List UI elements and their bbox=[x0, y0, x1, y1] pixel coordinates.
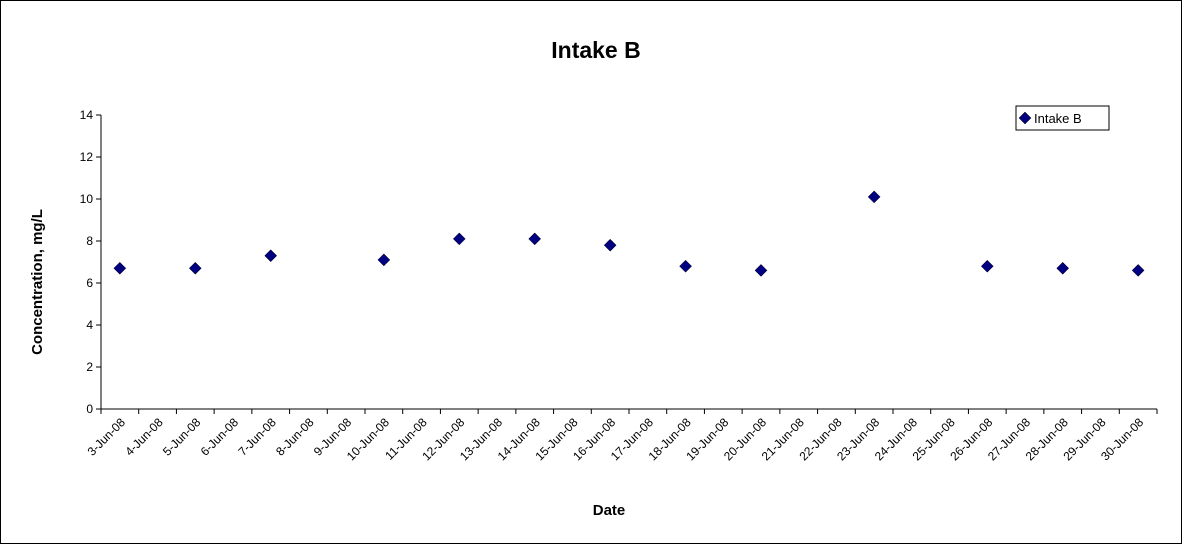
data-points bbox=[113, 190, 1145, 277]
y-axis-ticks: 0 2 4 6 8 10 12 14 bbox=[80, 108, 101, 416]
y-axis-title: Concentration, mg/L bbox=[29, 209, 46, 355]
data-point bbox=[754, 264, 768, 277]
y-tick-label: 12 bbox=[80, 150, 94, 164]
data-point bbox=[188, 261, 202, 275]
y-tick-label: 8 bbox=[86, 234, 93, 248]
legend-box bbox=[1015, 105, 1110, 131]
data-point bbox=[377, 253, 391, 267]
data-point bbox=[1056, 261, 1070, 275]
y-tick-label: 2 bbox=[86, 360, 93, 374]
x-axis-title: Date bbox=[593, 502, 626, 519]
data-point bbox=[113, 261, 127, 275]
legend-label: Intake B bbox=[1034, 111, 1082, 126]
y-tick-label: 4 bbox=[86, 318, 93, 332]
data-point bbox=[1131, 264, 1145, 277]
data-point bbox=[679, 259, 692, 273]
y-tick-label: 0 bbox=[86, 402, 93, 416]
data-point bbox=[264, 249, 278, 263]
y-tick-label: 10 bbox=[80, 192, 94, 206]
legend: Intake B bbox=[1015, 105, 1110, 131]
data-point bbox=[980, 259, 994, 273]
data-point bbox=[867, 190, 881, 204]
chart-title: Intake B bbox=[551, 37, 640, 63]
data-point bbox=[528, 232, 542, 246]
legend-marker bbox=[1018, 111, 1032, 125]
y-tick-label: 14 bbox=[80, 108, 94, 122]
y-tick-label: 6 bbox=[86, 276, 93, 290]
data-point bbox=[603, 238, 617, 252]
data-point bbox=[452, 232, 466, 246]
